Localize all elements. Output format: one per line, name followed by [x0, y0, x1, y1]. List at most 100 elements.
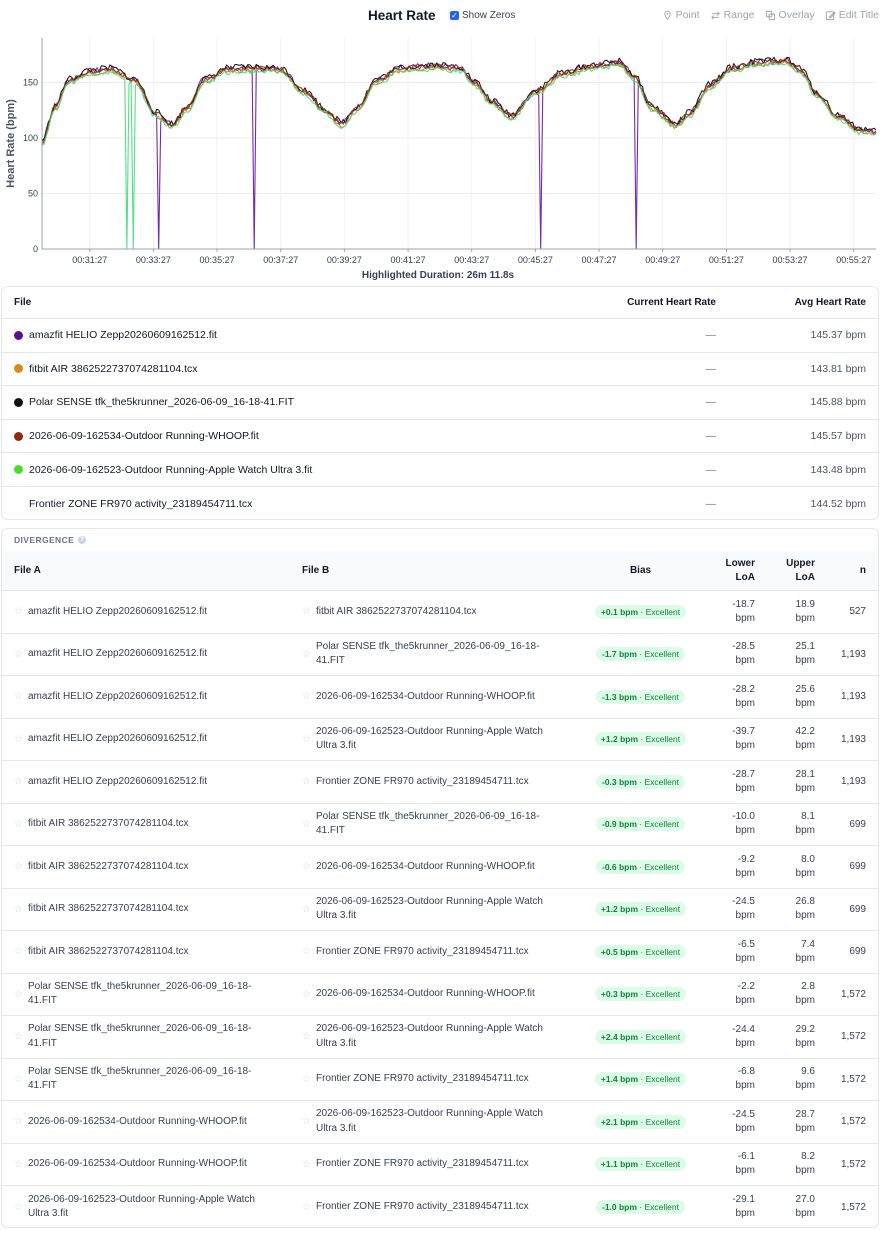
divergence-row[interactable]: ☆ amazfit HELIO Zepp20260609162512.fit ☆ fi…: [2, 591, 878, 634]
star-icon[interactable]: ☆: [14, 648, 23, 660]
star-icon[interactable]: ☆: [302, 1116, 311, 1128]
upper-loa-unit: bpm: [795, 1037, 815, 1049]
series-line: [41, 58, 877, 144]
bias-value: +0.5 bpm: [600, 946, 639, 957]
show-zeros-toggle[interactable]: ✓ Show Zeros: [450, 10, 515, 21]
upper-loa-value: 27.0: [795, 1194, 815, 1206]
upper-loa-value: 8.1: [801, 811, 815, 823]
bias-cell: +1.2 bpm · Excellent: [578, 732, 703, 747]
bias-separator: ·: [638, 734, 646, 745]
file-row[interactable]: 2026-06-09-162523-Outdoor Running-Apple …: [2, 453, 878, 487]
divergence-row[interactable]: ☆ fitbit AIR 3862522737074281104.tcx ☆ 2026…: [2, 889, 878, 931]
lower-loa-cell: -28.7 bpm: [703, 768, 755, 796]
star-icon[interactable]: ☆: [14, 1073, 23, 1085]
star-icon[interactable]: ☆: [14, 1031, 23, 1043]
star-icon[interactable]: ☆: [14, 946, 23, 958]
file-row[interactable]: 2026-06-09-162534-Outdoor Running-WHOOP.…: [2, 420, 878, 454]
bias-badge: -0.3 bpm · Excellent: [595, 774, 685, 789]
checkbox-checked-icon[interactable]: ✓: [450, 10, 459, 20]
upper-loa-unit: bpm: [795, 995, 815, 1007]
star-icon[interactable]: ☆: [14, 776, 23, 788]
heart-rate-line-chart[interactable]: 0 50 100 150 00:31:27 00:33:27 00:35:27 00:37:2…: [0, 28, 889, 268]
file-a-name: amazfit HELIO Zepp20260609162512.fit: [27, 733, 207, 744]
n-cell: 1,572: [840, 988, 866, 1000]
star-icon[interactable]: ☆: [14, 606, 23, 618]
lower-loa-unit: bpm: [735, 697, 755, 709]
divergence-row[interactable]: ☆ 2026-06-09-162534-Outdoor Running-WHOOP…: [2, 1144, 878, 1186]
divergence-row[interactable]: ☆ amazfit HELIO Zepp20260609162512.fit ☆ Po…: [2, 634, 878, 676]
point-tool-button[interactable]: Point: [662, 9, 700, 21]
star-icon[interactable]: ☆: [302, 606, 311, 618]
star-icon[interactable]: ☆: [302, 988, 311, 1000]
bias-value: +1.2 bpm: [600, 734, 639, 745]
upper-loa-value: 25.1: [795, 641, 815, 653]
file-a-name: fitbit AIR 3862522737074281104.tcx: [27, 903, 189, 914]
overlay-tool-button[interactable]: Overlay: [765, 9, 815, 21]
file-row[interactable]: fitbit AIR 3862522737074281104.tcx — 143.8…: [2, 353, 878, 387]
file-b-name: 2026-06-09-162523-Outdoor Running-Apple …: [315, 1108, 543, 1134]
bias-value: -1.0 bpm: [601, 1202, 637, 1213]
lower-loa-cell: -6.5 bpm: [703, 938, 755, 966]
chart-axes: 0 50 100 150 00:31:27 00:33:27 00:35:27 00:37:2…: [5, 38, 876, 265]
star-icon[interactable]: ☆: [302, 1031, 311, 1043]
file-b-name: 2026-06-09-162523-Outdoor Running-Apple …: [315, 1023, 543, 1049]
divergence-row[interactable]: ☆ fitbit AIR 3862522737074281104.tcx ☆ 2026…: [2, 846, 878, 889]
star-icon[interactable]: ☆: [302, 776, 311, 788]
divergence-row[interactable]: ☆ Polar SENSE tfk_the5krunner_2026-06-09_…: [2, 1016, 878, 1059]
upper-loa-header-line1: Upper: [786, 557, 815, 569]
bias-badge: +0.3 bpm · Excellent: [594, 987, 687, 1002]
star-icon[interactable]: ☆: [14, 861, 23, 873]
lower-loa-cell: -18.7 bpm: [703, 598, 755, 626]
divergence-row[interactable]: ☆ Polar SENSE tfk_the5krunner_2026-06-09_…: [2, 1059, 878, 1101]
star-icon[interactable]: ☆: [302, 691, 311, 703]
x-tick-label: 00:33:27: [136, 255, 171, 265]
file-a-name: Polar SENSE tfk_the5krunner_2026-06-09_1…: [27, 1023, 252, 1049]
star-icon[interactable]: ☆: [302, 903, 311, 915]
edit-title-button[interactable]: Edit Title: [825, 9, 879, 21]
divergence-row[interactable]: ☆ fitbit AIR 3862522737074281104.tcx ☆ Fron…: [2, 931, 878, 974]
n-cell: 1,193: [840, 733, 866, 745]
star-icon[interactable]: ☆: [302, 1073, 311, 1085]
show-zeros-label: Show Zeros: [462, 10, 516, 21]
lower-loa-value: -24.5: [732, 896, 755, 908]
divergence-row[interactable]: ☆ fitbit AIR 3862522737074281104.tcx ☆ Pola…: [2, 804, 878, 846]
star-icon[interactable]: ☆: [302, 861, 311, 873]
divergence-row[interactable]: ☆ amazfit HELIO Zepp20260609162512.fit ☆ 20…: [2, 719, 878, 761]
star-icon[interactable]: ☆: [302, 818, 311, 830]
star-icon[interactable]: ☆: [302, 1201, 311, 1213]
star-icon[interactable]: ☆: [14, 818, 23, 830]
star-icon[interactable]: ☆: [14, 1158, 23, 1170]
star-icon[interactable]: ☆: [14, 733, 23, 745]
file-row[interactable]: amazfit HELIO Zepp20260609162512.fit — 145…: [2, 319, 878, 353]
divergence-card: DIVERGENCE ? File A File B Bias Lower LoA…: [1, 528, 879, 1228]
star-icon[interactable]: ☆: [14, 691, 23, 703]
bias-rating: Excellent: [645, 1031, 681, 1042]
star-icon[interactable]: ☆: [302, 733, 311, 745]
divergence-row[interactable]: ☆ 2026-06-09-162534-Outdoor Running-WHOOP…: [2, 1101, 878, 1144]
star-icon[interactable]: ☆: [14, 988, 23, 1000]
divergence-row[interactable]: ☆ Polar SENSE tfk_the5krunner_2026-06-09_…: [2, 974, 878, 1016]
info-icon[interactable]: ?: [78, 536, 87, 544]
y-tick-label: 100: [23, 133, 38, 143]
file-a-cell: ☆ fitbit AIR 3862522737074281104.tcx: [2, 902, 290, 917]
file-a-cell: ☆ 2026-06-09-162534-Outdoor Running-WHOOP…: [2, 1115, 290, 1130]
star-icon[interactable]: ☆: [302, 648, 311, 660]
star-icon[interactable]: ☆: [14, 1116, 23, 1128]
file-row[interactable]: Polar SENSE tfk_the5krunner_2026-06-09_1…: [2, 386, 878, 420]
range-tool-button[interactable]: Range: [710, 9, 755, 21]
n-cell: 1,572: [840, 1116, 866, 1128]
file-row[interactable]: Frontier ZONE FR970 activity_23189454711…: [2, 487, 878, 521]
divergence-row[interactable]: ☆ amazfit HELIO Zepp20260609162512.fit ☆ Fr…: [2, 761, 878, 804]
star-icon[interactable]: ☆: [14, 1201, 23, 1213]
star-icon[interactable]: ☆: [302, 946, 311, 958]
divergence-row[interactable]: ☆ amazfit HELIO Zepp20260609162512.fit ☆ 20…: [2, 676, 878, 719]
lower-loa-unit: bpm: [735, 655, 755, 667]
x-tick-label: 00:39:27: [327, 255, 362, 265]
lower-loa-unit: bpm: [735, 1208, 755, 1220]
col-upper-loa-header: Upper LoA: [755, 557, 815, 585]
file-b-cell: ☆ 2026-06-09-162523-Outdoor Running-Apple…: [290, 895, 578, 924]
star-icon[interactable]: ☆: [302, 1158, 311, 1170]
divergence-section-label: DIVERGENCE ?: [2, 529, 878, 551]
divergence-row[interactable]: ☆ 2026-06-09-162523-Outdoor Running-Apple…: [2, 1186, 878, 1227]
star-icon[interactable]: ☆: [14, 903, 23, 915]
